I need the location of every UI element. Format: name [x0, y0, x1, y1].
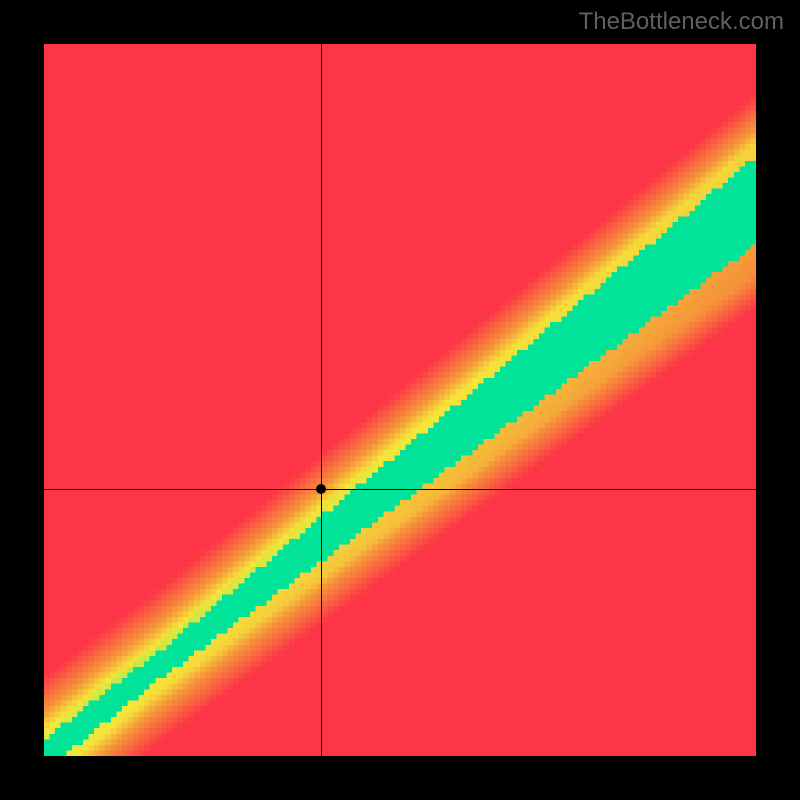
page-root: TheBottleneck.com — [0, 0, 800, 800]
crosshair-horizontal — [44, 489, 756, 490]
bottleneck-heatmap — [44, 44, 756, 756]
crosshair-vertical — [321, 44, 322, 756]
watermark-text: TheBottleneck.com — [579, 8, 784, 36]
crosshair-marker — [316, 484, 326, 494]
